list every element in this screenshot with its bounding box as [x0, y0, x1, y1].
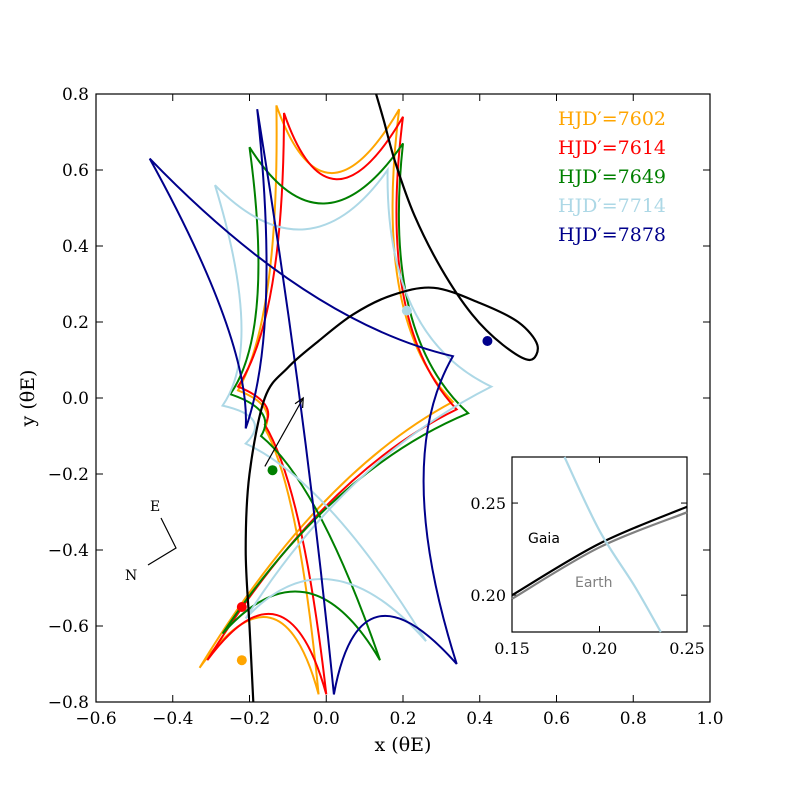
- y-tick-label: −0.2: [48, 465, 89, 485]
- arrow-head: [294, 396, 304, 409]
- source-points: [236, 305, 493, 666]
- inset-x-tick-label: 0.25: [669, 639, 705, 658]
- inset-x-tick-label: 0.20: [582, 639, 618, 658]
- caustic-0: [198, 105, 455, 695]
- y-tick-label: −0.4: [48, 541, 89, 561]
- x-tick-label: 0.0: [313, 709, 340, 729]
- inset-y-tick-label: 0.25: [470, 494, 506, 513]
- source-point-3: [401, 305, 412, 316]
- x-tick-label: −0.2: [229, 709, 270, 729]
- legend-entry: HJD′=7614: [558, 137, 666, 159]
- trajectory-line: [244, 93, 539, 703]
- caustic-3: [214, 166, 494, 642]
- inset-axis-ticks: 0.15 0.20 0.25 0.20 0.25: [470, 457, 705, 658]
- inset-gaia-label: Gaia: [528, 531, 560, 547]
- y-axis-label: y (θE): [17, 370, 39, 428]
- x-tick-label: 0.8: [620, 709, 647, 729]
- source-trajectory: [244, 93, 539, 703]
- legend-entry: HJD′=7714: [558, 195, 666, 217]
- y-tick-label: −0.8: [48, 693, 89, 713]
- x-axis-label: x (θE): [375, 734, 432, 756]
- inset-y-tick-label: 0.20: [470, 586, 506, 605]
- legend-entry: HJD′=7878: [558, 224, 666, 246]
- x-tick-label: 1.0: [696, 709, 723, 729]
- inset-earth-label: Earth: [575, 575, 613, 591]
- inset-line-2: [563, 456, 662, 633]
- source-point-0: [236, 655, 247, 666]
- y-tick-label: −0.6: [48, 617, 89, 637]
- x-tick-label: 0.2: [389, 709, 416, 729]
- x-tick-label: 0.4: [466, 709, 493, 729]
- arrow-shaft: [264, 397, 304, 467]
- inset-plot: 0.15 0.20 0.25 0.20 0.25 Gaia Earth: [470, 456, 705, 658]
- caustic-curves: [148, 105, 494, 695]
- y-tick-label: 0.0: [62, 389, 89, 409]
- direction-arrow: [264, 396, 304, 467]
- inset-line-1: [511, 511, 688, 600]
- compass-east-label: E: [150, 499, 160, 515]
- x-tick-label: 0.6: [543, 709, 570, 729]
- compass-north-label: N: [125, 568, 137, 584]
- source-point-1: [236, 602, 247, 612]
- x-tick-label: −0.6: [75, 709, 116, 729]
- inset-lines: [511, 456, 688, 633]
- caustic-2: [221, 142, 471, 661]
- y-tick-label: 0.4: [62, 237, 89, 257]
- inset-x-tick-label: 0.15: [494, 639, 530, 658]
- compass-arms: [147, 517, 177, 566]
- source-point-2: [267, 465, 278, 476]
- legend: HJD′=7602 HJD′=7614 HJD′=7649 HJD′=7714 HJD′…: [558, 108, 666, 246]
- main-axis-ticks: −0.6 −0.4 −0.2 0.0 0.2 0.4 0.6 0.8 1.0−0.8−0.6−0…: [48, 85, 724, 729]
- caustic-1: [206, 112, 459, 695]
- caustic-4: [148, 109, 458, 695]
- y-tick-label: 0.2: [62, 313, 89, 333]
- x-tick-label: −0.4: [152, 709, 193, 729]
- legend-entry: HJD′=7649: [558, 166, 666, 188]
- y-tick-label: 0.8: [62, 85, 89, 105]
- inset-line-0: [511, 505, 688, 597]
- legend-entry: HJD′=7602: [558, 108, 666, 130]
- source-point-4: [482, 336, 493, 346]
- compass: E N: [125, 499, 177, 584]
- y-tick-label: 0.6: [62, 161, 89, 181]
